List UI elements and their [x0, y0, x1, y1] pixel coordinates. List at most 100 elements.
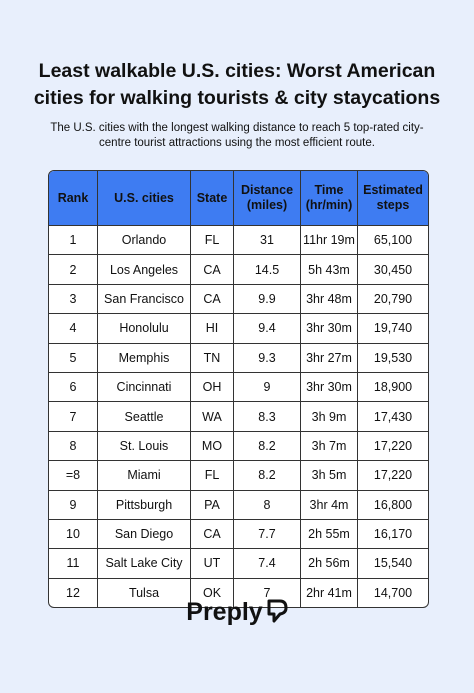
table-cell: 3h 5m [301, 461, 358, 491]
column-header: Rank [49, 171, 98, 226]
table-cell: FL [191, 226, 234, 256]
table-cell: MO [191, 431, 234, 462]
table-cell: 3hr 27m [301, 343, 358, 373]
table-cell: 7.7 [234, 519, 301, 550]
table-cell: 9.9 [234, 284, 301, 315]
title: Least walkable U.S. cities: Worst Americ… [33, 60, 441, 109]
column-header: Estimated steps [358, 171, 428, 226]
table-cell: CA [191, 255, 234, 285]
table-cell: OK [191, 578, 234, 608]
table-cell: San Francisco [98, 284, 191, 315]
table-cell: 7 [234, 578, 301, 608]
table-cell: 31 [234, 226, 301, 256]
column-header: Time (hr/min) [301, 171, 358, 226]
table-row: 8 St. Louis MO 8.2 3h 7m 17,220 [49, 431, 428, 462]
table-cell: 3h 9m [301, 402, 358, 432]
table-cell: UT [191, 549, 234, 579]
table-cell: 20,790 [358, 285, 428, 315]
table-cell: 65,100 [358, 226, 428, 256]
table-cell: WA [191, 402, 234, 432]
table-cell: 8.2 [234, 461, 301, 491]
table-cell: Los Angeles [98, 255, 191, 285]
table-cell: Miami [98, 461, 191, 491]
table-cell: 11hr 19m [301, 226, 358, 256]
table-row: 10 San Diego CA 7.7 2h 55m 16,170 [49, 519, 428, 550]
table-cell: 7 [49, 402, 98, 432]
table-cell: CA [191, 284, 234, 315]
table-cell: 7.4 [234, 549, 301, 579]
subtitle: The U.S. cities with the longest walking… [50, 122, 424, 149]
table-cell: 18,900 [358, 373, 428, 403]
table-cell: 15,540 [358, 549, 428, 579]
table-cell: 3hr 48m [301, 284, 358, 315]
brand-name: Preply [186, 598, 263, 626]
table-cell: 3hr 30m [301, 314, 358, 344]
table-cell: 3h 7m [301, 431, 358, 462]
table-cell: =8 [49, 461, 98, 491]
table-row: 1 Orlando FL 31 11hr 19m 65,100 [49, 226, 428, 256]
table-cell: 14,700 [373, 585, 413, 600]
table-row: =8 Miami FL 8.2 3h 5m 17,220 [49, 461, 428, 491]
table-row: 5 Memphis TN 9.3 3hr 27m 19,530 [49, 343, 428, 373]
table-cell: 8 [234, 490, 301, 520]
table-row: 7 Seattle WA 8.3 3h 9m 17,430 [49, 402, 428, 432]
table-cell: 17,430 [358, 402, 428, 432]
table-cell: FL [191, 461, 234, 491]
table-cell: HI [191, 314, 234, 344]
table-cell: 2h 55m [301, 519, 358, 550]
table-cell: 16,800 [358, 491, 428, 520]
table-row: 9 Pittsburgh PA 8 3hr 4m 16,800 [49, 490, 428, 520]
table-cell: 8.2 [234, 431, 301, 462]
table-row: 11 Salt Lake City UT 7.4 2h 56m 15,540 [49, 549, 428, 579]
table-cell: 12 [49, 578, 98, 608]
table-cell: 8.3 [234, 402, 301, 432]
table-cell: CA [191, 519, 234, 550]
table-cell: 17,220 [358, 432, 428, 462]
table-cell: 2h 56m [301, 549, 358, 579]
data-table: Rank U.S. cities State Distance (miles) Time… [48, 170, 429, 609]
table-cell: 9.3 [234, 343, 301, 373]
table-row: 6 Cincinnati OH 9 3hr 30m 18,900 [49, 372, 428, 403]
table-cell: 8 [49, 431, 98, 462]
table-cell: 16,170 [358, 520, 428, 550]
header-row: Rank U.S. cities State Distance (miles) Time… [49, 171, 428, 226]
table-cell: OH [191, 372, 234, 403]
table-cell: Salt Lake City [98, 549, 191, 579]
brand-icon [267, 599, 288, 623]
table-cell: St. Louis [98, 431, 191, 462]
table-cell: Tulsa [98, 578, 191, 608]
table-cell: 9 [234, 372, 301, 403]
table-cell: Honolulu [98, 314, 191, 344]
table-row: 2 Los Angeles CA 14.5 5h 43m 30,450 [49, 255, 428, 285]
table-cell: 5 [49, 343, 98, 373]
table-cell: 3hr 30m [301, 372, 358, 403]
table-cell: 14.5 [234, 255, 301, 285]
table-cell: 5h 43m [301, 255, 358, 285]
table-cell: 10 [49, 519, 98, 550]
table-cell: 19,740 [358, 314, 428, 344]
table-body: 1 Orlando FL 31 11hr 19m 65,100 2 Los Angeles CA… [49, 226, 428, 608]
table-cell: Pittsburgh [98, 490, 191, 520]
table-cell: 2 [49, 255, 98, 285]
table-cell: 4 [49, 314, 98, 344]
column-header: State [191, 171, 234, 226]
table-cell: 9.4 [234, 314, 301, 344]
table-cell: 11 [49, 549, 98, 579]
table-cell: 3 [49, 284, 98, 315]
column-header: Distance (miles) [234, 171, 301, 226]
table-row: 4 Honolulu HI 9.4 3hr 30m 19,740 [49, 314, 428, 344]
table-cell: 1 [49, 226, 98, 256]
table-cell: 17,220 [358, 461, 428, 491]
table-row: 3 San Francisco CA 9.9 3hr 48m 20,790 [49, 284, 428, 315]
table-cell: 3hr 4m [301, 490, 358, 520]
table-cell: PA [191, 490, 234, 520]
table-cell: Cincinnati [98, 372, 191, 403]
column-header: U.S. cities [98, 171, 191, 226]
table-cell: Seattle [98, 402, 191, 432]
table-cell: 9 [49, 490, 98, 520]
table-cell: 30,450 [358, 255, 428, 285]
table-cell: 2hr 41m [301, 578, 358, 608]
table-cell: Orlando [98, 226, 191, 256]
table-cell: 19,530 [358, 344, 428, 373]
